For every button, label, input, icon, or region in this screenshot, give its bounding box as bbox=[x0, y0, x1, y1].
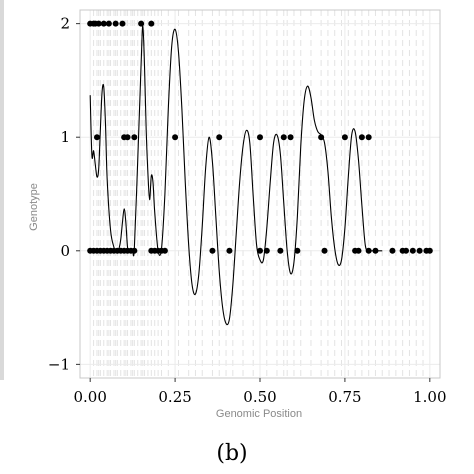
data-point bbox=[216, 134, 223, 141]
data-point bbox=[365, 247, 372, 254]
data-point bbox=[341, 134, 348, 141]
data-point bbox=[172, 134, 179, 141]
data-point bbox=[409, 247, 416, 254]
data-point bbox=[257, 247, 263, 254]
y-tick-label: −1 bbox=[48, 355, 70, 373]
data-point bbox=[372, 247, 379, 254]
x-tick-label: 1.00 bbox=[413, 388, 446, 406]
x-tick-label: 0.00 bbox=[73, 388, 106, 406]
data-point bbox=[138, 20, 145, 27]
data-point bbox=[124, 134, 131, 141]
x-tick-label: 0.75 bbox=[328, 388, 361, 406]
y-tick-label: 2 bbox=[60, 15, 70, 33]
data-point bbox=[426, 247, 433, 254]
x-tick-label: 0.50 bbox=[243, 388, 276, 406]
marker-vlines bbox=[93, 10, 424, 378]
x-axis-ticks: 0.00 0.25 0.50 0.75 1.00 bbox=[73, 378, 447, 406]
data-point bbox=[161, 247, 168, 254]
left-neighbor-panel-edge bbox=[0, 0, 4, 380]
data-point bbox=[131, 134, 138, 141]
x-axis-title: Genomic Position bbox=[216, 408, 302, 420]
data-point bbox=[365, 134, 372, 141]
data-point bbox=[355, 247, 362, 254]
data-point bbox=[321, 247, 328, 254]
data-point bbox=[100, 20, 107, 27]
data-point bbox=[148, 20, 155, 27]
data-point bbox=[226, 247, 233, 254]
genotype-curve bbox=[89, 25, 383, 326]
data-point bbox=[119, 20, 126, 27]
data-point bbox=[294, 247, 301, 254]
data-point bbox=[280, 134, 287, 141]
points-layer bbox=[87, 20, 433, 254]
data-point bbox=[358, 134, 365, 141]
data-point bbox=[277, 247, 284, 254]
data-point bbox=[416, 247, 423, 254]
data-point bbox=[257, 134, 263, 141]
data-point bbox=[389, 247, 396, 254]
data-point bbox=[263, 247, 270, 254]
x-tick-label: 0.25 bbox=[158, 388, 191, 406]
data-point bbox=[287, 134, 294, 141]
data-point bbox=[93, 134, 100, 141]
y-axis-ticks: −1 0 1 2 bbox=[48, 15, 80, 373]
y-axis-title: Genotype bbox=[28, 183, 40, 231]
data-point bbox=[131, 247, 138, 254]
y-tick-label: 1 bbox=[60, 128, 70, 146]
curve-layer bbox=[89, 25, 383, 326]
figure-caption: (b) bbox=[216, 441, 247, 466]
data-point bbox=[403, 247, 410, 254]
data-point bbox=[95, 20, 102, 27]
data-point bbox=[112, 20, 119, 27]
data-point bbox=[318, 134, 325, 141]
y-tick-label: 0 bbox=[60, 242, 70, 260]
data-point bbox=[105, 20, 112, 27]
data-point bbox=[209, 247, 216, 254]
